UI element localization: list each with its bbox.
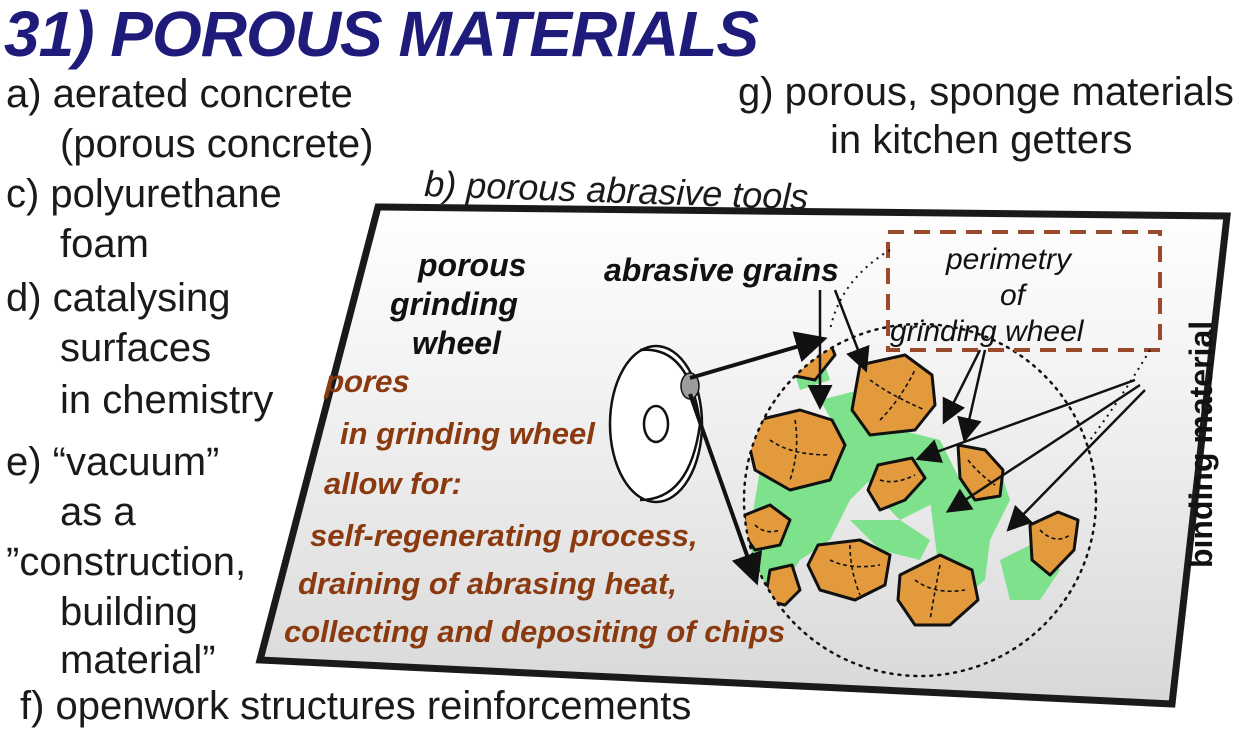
abrasive-grain	[744, 503, 792, 552]
abrasive-grain	[896, 553, 980, 627]
perimetry-pointer-arrows	[942, 349, 987, 443]
grinding-wheel-icon	[608, 344, 704, 504]
grain-crack-lines	[754, 369, 1071, 621]
abrasive-grain	[866, 456, 927, 512]
item-e-line-1: e) “vacuum”	[6, 440, 220, 484]
item-c-line-2: foam	[60, 222, 149, 266]
page-title: 31) POROUS MATERIALS	[4, 0, 759, 70]
pores-line-4: self-regenerating process,	[310, 518, 698, 553]
item-f: f) openwork structures reinforcements	[20, 684, 692, 728]
pores-line-6: collecting and depositing of chips	[284, 614, 785, 649]
perimetry-label-line-3: grinding wheel	[890, 315, 1085, 348]
item-c-line-1: c) polyurethane	[6, 172, 282, 216]
pores-line-1: pores	[323, 364, 411, 399]
grain-pointer-arrows	[807, 289, 870, 410]
item-d-line-2: surfaces	[60, 326, 212, 370]
magnify-arrow-top	[689, 331, 828, 380]
item-g-line-2: in kitchen getters	[830, 118, 1133, 162]
binding-pointer-arrows	[915, 378, 1146, 532]
abrasive-grain	[850, 353, 937, 437]
pores-line-2: in grinding wheel	[340, 416, 596, 451]
item-e-line-4: building	[60, 590, 198, 634]
panel-background	[255, 203, 1231, 708]
item-e-line-5: material”	[60, 638, 216, 682]
perimetry-label-line-2: of	[1000, 279, 1028, 312]
item-g-line-1: g) porous, sponge materials	[738, 70, 1234, 114]
wheel-label-line-1: porous	[417, 247, 526, 283]
magnified-circle-outline	[742, 322, 1098, 678]
binding-material-label: binding material	[1183, 321, 1219, 568]
abrasive-grain	[1028, 510, 1080, 577]
perimetry-box	[886, 230, 1162, 352]
pores-text-block: pores in grinding wheel allow for: self-…	[284, 364, 785, 649]
pores-line-5: draining of abrasing heat,	[298, 566, 677, 601]
item-e-line-3: ”construction,	[6, 540, 247, 584]
magnify-arrow-bottom	[688, 393, 763, 586]
item-a-line-2: (porous concrete)	[60, 122, 374, 166]
item-e-line-2: as a	[60, 490, 136, 534]
wheel-label-line-2: grinding	[389, 286, 518, 322]
item-a-line-1: a) aerated concrete	[6, 72, 353, 116]
item-d-line-1: d) catalysing	[6, 276, 231, 320]
item-d-line-3: in chemistry	[60, 378, 274, 422]
perimetry-label-line-1: perimetry	[945, 243, 1073, 276]
grains-label: abrasive grains	[604, 252, 839, 288]
wheel-label-line-3: wheel	[412, 325, 502, 361]
abrasive-grain	[806, 538, 892, 602]
pores-line-3: allow for:	[324, 466, 462, 501]
